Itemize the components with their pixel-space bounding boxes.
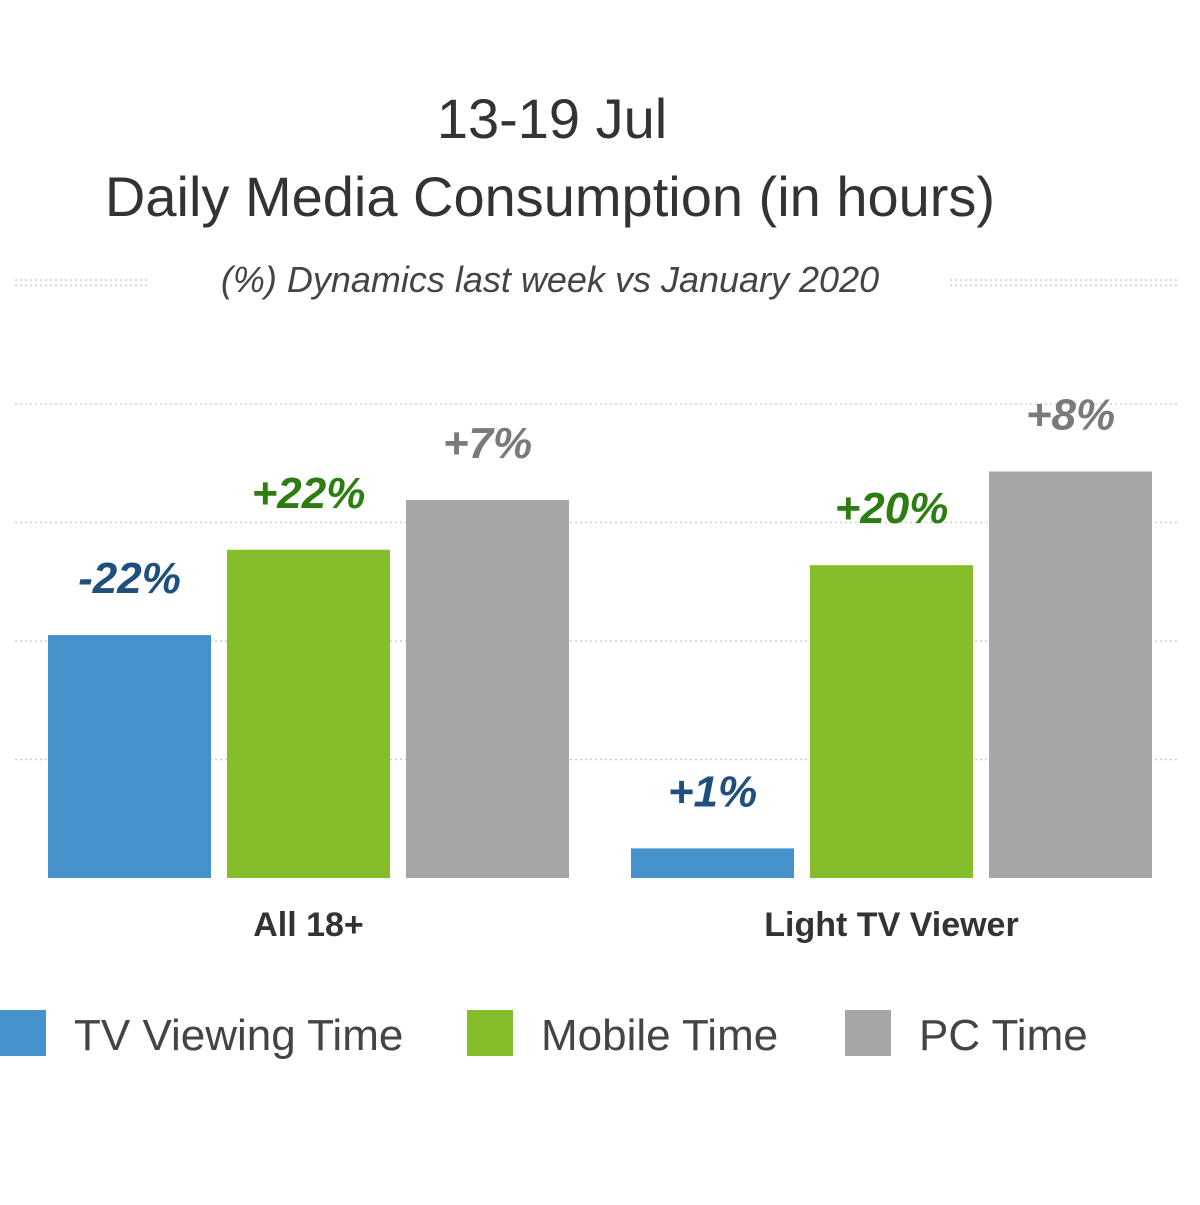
legend-label: Mobile Time	[541, 1011, 778, 1060]
legend-label: TV Viewing Time	[74, 1011, 403, 1060]
chart-subtitle: Daily Media Consumption (in hours)	[105, 165, 995, 228]
data-label: +20%	[835, 484, 949, 533]
data-labels: -22% +22% +7% +1% +20% +8%	[78, 391, 1115, 817]
x-tick-label: Light TV Viewer	[764, 906, 1018, 944]
grid-lines	[15, 279, 1180, 761]
bar-pc-time	[989, 471, 1152, 878]
note-background	[150, 255, 950, 305]
data-label: -22%	[78, 554, 181, 603]
data-label: +22%	[252, 469, 366, 518]
chart-title: 13-19 Jul	[437, 87, 667, 150]
legend-swatch	[467, 1010, 513, 1056]
bar-mobile-time	[227, 549, 390, 878]
bar-tv-viewing-time	[48, 635, 211, 878]
chart-note: (%) Dynamics last week vs January 2020	[221, 259, 879, 300]
bars	[48, 471, 1152, 878]
legend-swatch	[845, 1010, 891, 1056]
bar-mobile-time	[810, 565, 973, 878]
legend-swatch	[0, 1010, 46, 1056]
data-label: +1%	[668, 767, 757, 816]
legend: TV Viewing Time Mobile Time PC Time	[0, 1010, 1088, 1060]
x-tick-label: All 18+	[253, 906, 364, 944]
legend-label: PC Time	[919, 1011, 1088, 1060]
bar-tv-viewing-time	[631, 848, 794, 878]
bar-pc-time	[406, 499, 569, 878]
x-axis: All 18+ Light TV Viewer	[253, 906, 1019, 944]
data-label: +8%	[1026, 391, 1115, 440]
data-label: +7%	[443, 419, 532, 468]
